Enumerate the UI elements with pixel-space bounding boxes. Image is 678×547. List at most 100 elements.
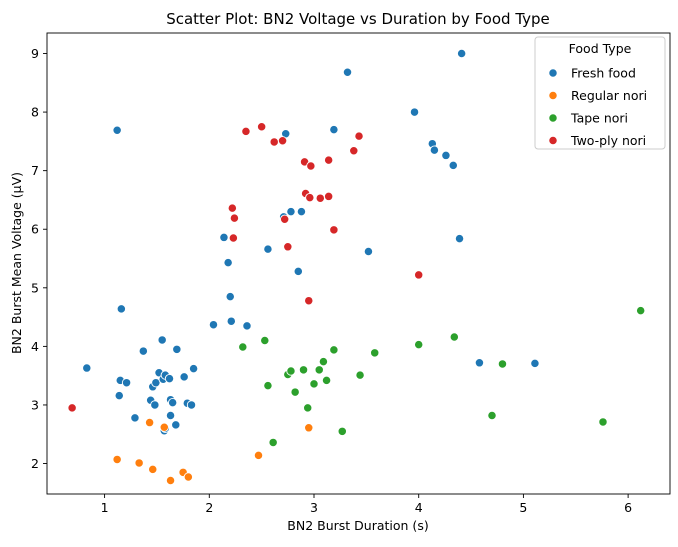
point-series-1-8 xyxy=(253,450,264,460)
point-series-3-9 xyxy=(283,242,293,252)
point-series-0-38 xyxy=(293,266,303,277)
point-series-0-10 xyxy=(150,400,160,410)
x-ticks: 1 2 3 4 5 6 xyxy=(101,494,632,515)
point-series-0-40 xyxy=(329,124,339,135)
legend-marker-2 xyxy=(548,113,558,123)
point-series-3-8 xyxy=(280,214,290,224)
legend-marker-0 xyxy=(548,68,558,78)
point-series-3-2 xyxy=(228,233,239,243)
point-series-0-47 xyxy=(448,160,458,171)
points-layer xyxy=(67,48,646,486)
point-series-2-6 xyxy=(290,387,300,397)
point-series-0-6 xyxy=(130,413,140,423)
y-axis-label: BN2 Burst Mean Voltage (µV) xyxy=(9,172,24,354)
y-tick-label-4: 6 xyxy=(31,222,39,237)
x-tick-label-0: 1 xyxy=(101,500,109,515)
point-series-0-24 xyxy=(179,372,189,382)
point-series-0-4 xyxy=(116,304,126,314)
point-series-1-4 xyxy=(159,422,169,432)
point-series-2-0 xyxy=(238,342,248,352)
x-tick-label-4: 5 xyxy=(519,500,527,515)
point-series-3-6 xyxy=(269,137,279,147)
y-tick-label-5: 7 xyxy=(31,163,39,178)
point-series-1-1 xyxy=(134,458,144,468)
point-series-2-17 xyxy=(414,339,424,350)
point-series-3-21 xyxy=(414,270,424,280)
point-series-2-1 xyxy=(260,335,270,346)
point-series-2-8 xyxy=(303,403,313,413)
y-ticks: 2 3 4 5 6 7 8 9 xyxy=(31,46,47,471)
point-series-3-16 xyxy=(324,191,334,202)
point-series-0-21 xyxy=(167,397,178,408)
point-series-3-4 xyxy=(241,126,251,137)
point-series-0-48 xyxy=(454,233,465,244)
point-series-3-15 xyxy=(315,193,325,203)
point-series-2-15 xyxy=(355,370,365,380)
point-series-3-7 xyxy=(277,136,288,146)
point-series-1-2 xyxy=(144,417,155,428)
point-series-2-9 xyxy=(309,379,319,389)
point-series-2-13 xyxy=(329,345,339,355)
chart-title: Scatter Plot: BN2 Voltage vs Duration by… xyxy=(166,10,550,28)
point-series-2-10 xyxy=(314,365,324,375)
point-series-0-1 xyxy=(112,125,122,135)
y-tick-label-7: 9 xyxy=(31,46,39,61)
axes-frame xyxy=(46,32,671,495)
point-series-2-7 xyxy=(298,365,309,375)
point-series-0-23 xyxy=(172,344,182,354)
legend-label-3: Two-ply nori xyxy=(570,133,646,148)
legend-marker-1 xyxy=(548,90,558,101)
point-series-1-0 xyxy=(112,454,122,465)
point-series-0-51 xyxy=(530,358,540,369)
point-series-2-16 xyxy=(370,348,380,358)
point-series-3-5 xyxy=(256,122,267,132)
point-series-2-3 xyxy=(268,437,278,448)
point-series-0-42 xyxy=(363,246,374,257)
point-series-3-14 xyxy=(306,161,316,171)
legend-title: Food Type xyxy=(569,41,632,56)
point-series-0-18 xyxy=(164,373,175,384)
point-series-3-20 xyxy=(354,131,364,141)
point-series-1-7 xyxy=(183,472,194,482)
point-series-3-1 xyxy=(227,203,237,213)
legend-frame xyxy=(534,36,666,150)
point-series-2-2 xyxy=(263,380,273,391)
point-series-0-30 xyxy=(223,257,233,268)
point-series-0-27 xyxy=(188,363,199,374)
point-series-2-20 xyxy=(497,359,508,369)
point-series-0-29 xyxy=(219,232,229,243)
point-series-0-39 xyxy=(296,207,307,217)
x-axis-label: BN2 Burst Duration (s) xyxy=(287,518,428,533)
point-series-2-19 xyxy=(487,410,497,421)
point-series-0-7 xyxy=(138,346,148,356)
point-series-3-17 xyxy=(324,155,334,165)
x-tick-label-2: 3 xyxy=(310,500,318,515)
x-tick-label-3: 4 xyxy=(415,500,423,515)
point-series-0-11 xyxy=(151,378,161,388)
y-tick-label-6: 8 xyxy=(31,105,39,120)
legend-items: Fresh food Regular nori Tape nori Two-ply n… xyxy=(548,66,647,148)
point-series-0-32 xyxy=(226,316,236,326)
point-series-2-5 xyxy=(286,366,296,376)
point-series-0-28 xyxy=(208,320,219,330)
point-series-3-13 xyxy=(305,192,315,203)
legend-label-0: Fresh food xyxy=(571,66,636,81)
y-tick-label-3: 5 xyxy=(31,280,39,295)
point-series-0-31 xyxy=(225,291,235,302)
point-series-3-0 xyxy=(67,403,77,413)
point-series-3-19 xyxy=(349,146,359,156)
point-series-0-2 xyxy=(114,390,124,401)
plot-area: 1 2 3 4 5 6 2 3 4 5 6 7 8 9 xyxy=(31,32,671,515)
legend-label-1: Regular nori xyxy=(571,88,647,103)
point-series-3-18 xyxy=(329,225,339,235)
point-series-0-37 xyxy=(286,207,296,217)
point-series-2-12 xyxy=(321,375,332,386)
legend: Food Type Fresh food Regular nori Tape nor… xyxy=(534,36,666,150)
point-series-0-45 xyxy=(429,145,440,155)
point-series-0-34 xyxy=(263,244,273,254)
point-series-1-9 xyxy=(304,423,314,433)
point-series-2-14 xyxy=(337,426,347,436)
point-series-0-26 xyxy=(186,400,197,410)
point-series-0-49 xyxy=(456,48,467,59)
